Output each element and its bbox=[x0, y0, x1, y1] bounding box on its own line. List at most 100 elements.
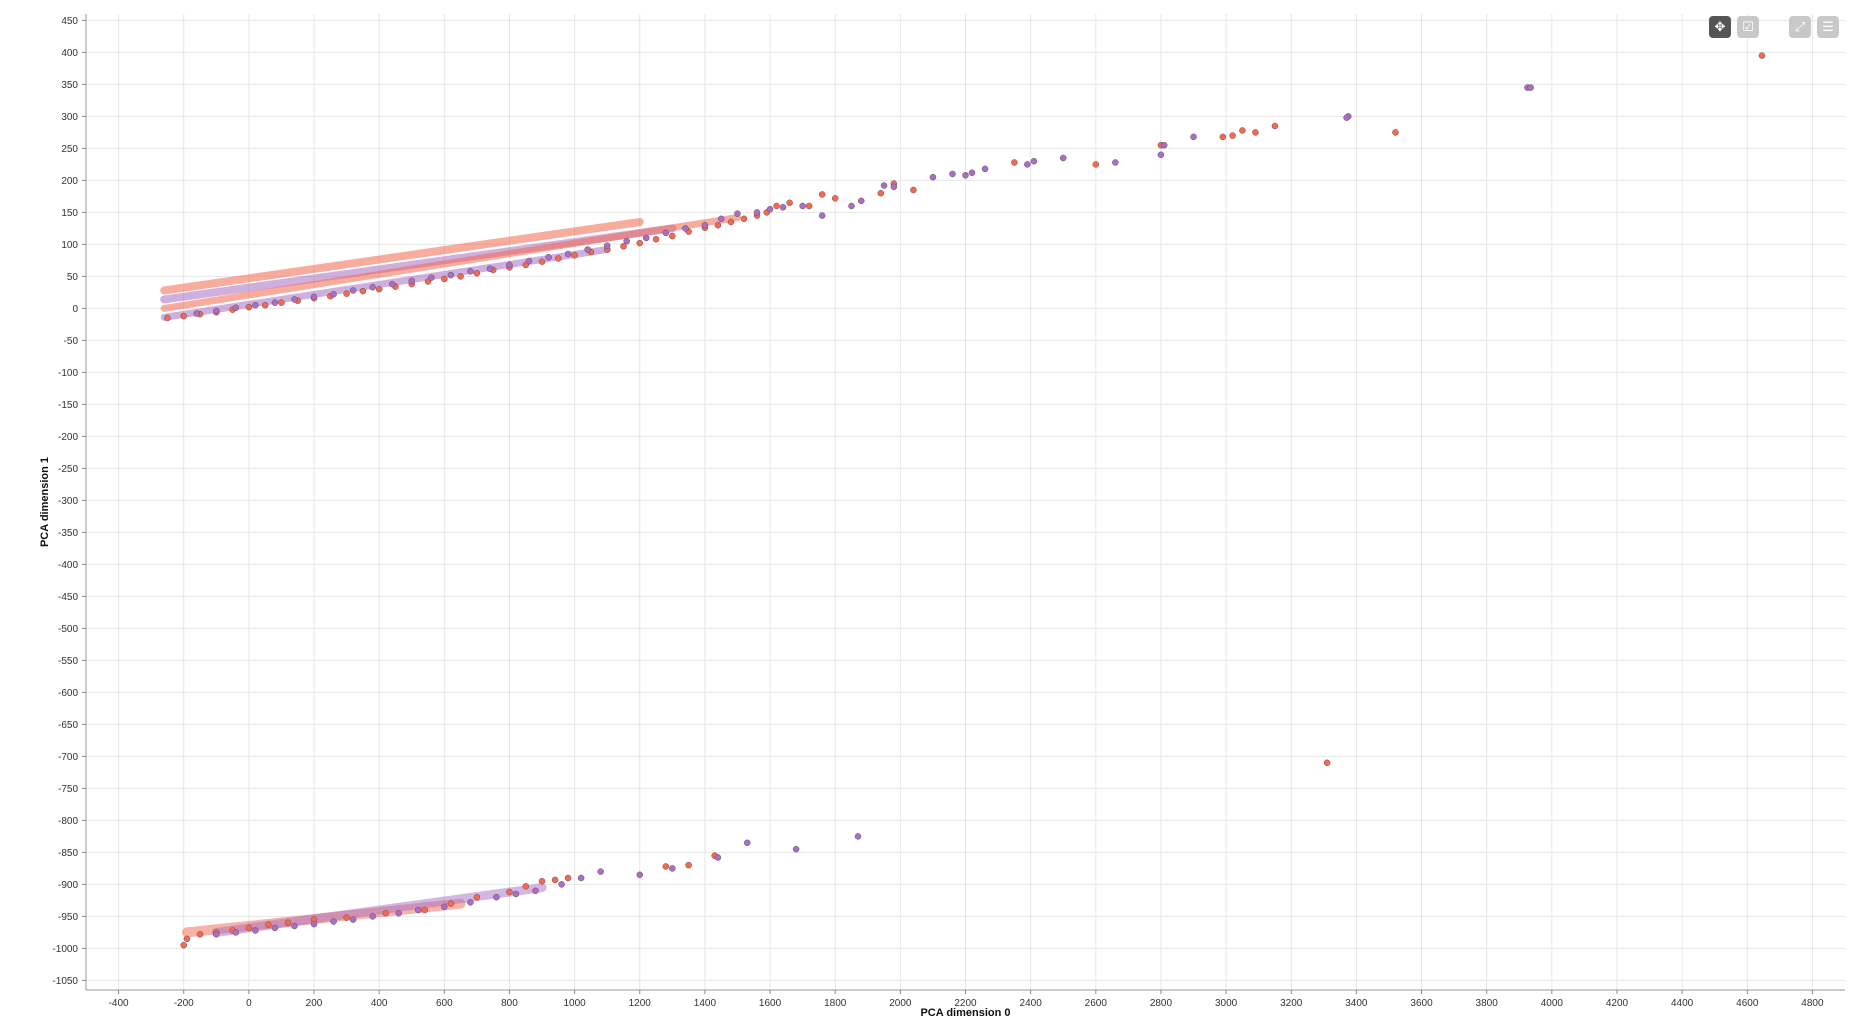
scatter-point-series-1 bbox=[493, 893, 500, 901]
x-tick-label: 4000 bbox=[1541, 998, 1564, 1009]
scatter-point-series-1 bbox=[858, 197, 865, 205]
menu-icon[interactable]: ☰ bbox=[1817, 16, 1839, 38]
scatter-point-series-1 bbox=[682, 225, 689, 232]
scatter-point-series-1 bbox=[564, 250, 572, 258]
scatter-point-series-1 bbox=[597, 868, 604, 875]
y-tick-label: 400 bbox=[61, 48, 78, 59]
scatter-point-series-1 bbox=[467, 268, 474, 275]
scatter-point-series-0 bbox=[685, 861, 692, 869]
scatter-point-series-0 bbox=[421, 906, 429, 914]
scatter-point-series-0 bbox=[447, 900, 455, 907]
scatter-point-series-0 bbox=[620, 243, 627, 250]
y-tick-label: -600 bbox=[58, 688, 78, 699]
x-tick-label: 3400 bbox=[1345, 998, 1368, 1009]
x-tick-label: 4400 bbox=[1671, 998, 1694, 1009]
scatter-point-series-0 bbox=[555, 255, 562, 262]
scatter-point-series-0 bbox=[261, 301, 269, 309]
scatter-point-series-1 bbox=[753, 209, 761, 216]
scatter-point-series-0 bbox=[551, 876, 559, 884]
scatter-point-series-1 bbox=[929, 173, 937, 181]
scatter-point-series-1 bbox=[408, 277, 415, 285]
y-tick-label: 200 bbox=[61, 176, 78, 187]
scatter-point-series-0 bbox=[457, 273, 464, 280]
scatter-point-series-1 bbox=[1059, 154, 1067, 162]
scatter-point-series-1 bbox=[395, 909, 402, 917]
scatter-point-series-0 bbox=[740, 215, 748, 223]
scatter-point-series-1 bbox=[734, 210, 741, 217]
scatter-point-series-1 bbox=[415, 906, 422, 914]
y-tick-label: -400 bbox=[58, 560, 78, 571]
fit-view-icon[interactable]: ⤢ bbox=[1789, 16, 1811, 38]
scatter-point-series-0 bbox=[473, 893, 481, 901]
scatter-point-series-1 bbox=[232, 304, 240, 312]
x-tick-label: 400 bbox=[371, 998, 388, 1009]
scatter-point-series-1 bbox=[717, 215, 725, 223]
x-tick-label: 0 bbox=[246, 998, 252, 1009]
x-tick-label: 800 bbox=[501, 998, 518, 1009]
scatter-point-series-0 bbox=[382, 909, 389, 917]
y-axis-ticks: 450 400 350 300 250 200 150 100 50 0 -50 -100 -150 -2… bbox=[52, 16, 86, 987]
x-tick-label: 4800 bbox=[1801, 998, 1824, 1009]
y-tick-label: 0 bbox=[72, 304, 78, 315]
scatter-point-series-0 bbox=[910, 186, 917, 194]
y-axis-label: PCA dimension 1 bbox=[39, 457, 51, 547]
scatter-point-series-0 bbox=[669, 232, 676, 240]
y-tick-label: -50 bbox=[64, 336, 79, 347]
scatter-point-series-0 bbox=[877, 189, 885, 197]
scatter-point-series-1 bbox=[532, 887, 539, 895]
scatter-point-series-1 bbox=[447, 271, 455, 279]
x-tick-label: 1600 bbox=[759, 998, 782, 1009]
scatter-point-series-0 bbox=[538, 877, 546, 885]
scatter-point-series-1 bbox=[766, 205, 774, 213]
y-tick-label: 100 bbox=[61, 240, 78, 251]
scatter-point-series-1 bbox=[512, 890, 520, 898]
y-tick-label: -450 bbox=[58, 592, 78, 603]
scatter-point-series-1 bbox=[880, 182, 888, 189]
y-tick-label: -150 bbox=[58, 400, 78, 411]
scatter-point-series-0 bbox=[343, 290, 350, 297]
scatter-point-series-0 bbox=[831, 195, 839, 202]
scatter-point-series-1 bbox=[701, 221, 709, 229]
y-tick-label: -650 bbox=[58, 720, 78, 731]
y-tick-label: -800 bbox=[58, 816, 78, 827]
x-tick-label: -200 bbox=[174, 998, 194, 1009]
box-select-icon[interactable]: ☑ bbox=[1737, 16, 1759, 38]
scatter-point-series-0 bbox=[343, 914, 350, 921]
scatter-point-series-0 bbox=[818, 191, 826, 198]
scatter-point-series-1 bbox=[330, 918, 337, 925]
y-tick-label: -700 bbox=[58, 752, 78, 763]
scatter-point-series-1 bbox=[428, 274, 435, 281]
scatter-point-series-0 bbox=[441, 275, 448, 283]
scatter-point-series-0 bbox=[1092, 161, 1100, 168]
scatter-point-series-1 bbox=[949, 170, 956, 178]
scatter-point-series-1 bbox=[623, 237, 630, 245]
scatter-point-series-1 bbox=[369, 913, 376, 920]
scatter-point-series-1 bbox=[271, 299, 279, 306]
scatter-point-series-0 bbox=[805, 202, 813, 210]
scatter-point-series-0 bbox=[1011, 159, 1018, 166]
scatter-point-series-0 bbox=[164, 314, 171, 322]
scatter-point-series-1 bbox=[848, 202, 855, 210]
y-tick-label: 450 bbox=[61, 16, 78, 27]
pan-icon[interactable]: ✥ bbox=[1709, 16, 1731, 38]
x-tick-label: -400 bbox=[109, 998, 129, 1009]
x-tick-label: 4600 bbox=[1736, 998, 1759, 1009]
scatter-point-series-1 bbox=[1112, 159, 1119, 166]
y-tick-label: -300 bbox=[58, 496, 78, 507]
scatter-point-series-0 bbox=[714, 221, 722, 229]
scatter-point-series-1 bbox=[291, 922, 298, 930]
scatter-point-series-1 bbox=[603, 242, 611, 249]
scatter-point-series-0 bbox=[359, 287, 367, 295]
scatter-point-series-1 bbox=[779, 204, 787, 211]
scatter-point-series-1 bbox=[330, 291, 337, 298]
scatter-point-series-1 bbox=[744, 839, 751, 847]
y-tick-label: -750 bbox=[58, 784, 78, 795]
scatter-point-series-1 bbox=[714, 854, 722, 861]
y-tick-label: 250 bbox=[61, 144, 78, 155]
scatter-point-series-0 bbox=[564, 874, 572, 882]
scatter-point-series-1 bbox=[545, 253, 552, 261]
scatter-point-series-0 bbox=[538, 258, 546, 265]
scatter-point-series-1 bbox=[271, 924, 279, 932]
y-tick-label: -900 bbox=[58, 880, 78, 891]
